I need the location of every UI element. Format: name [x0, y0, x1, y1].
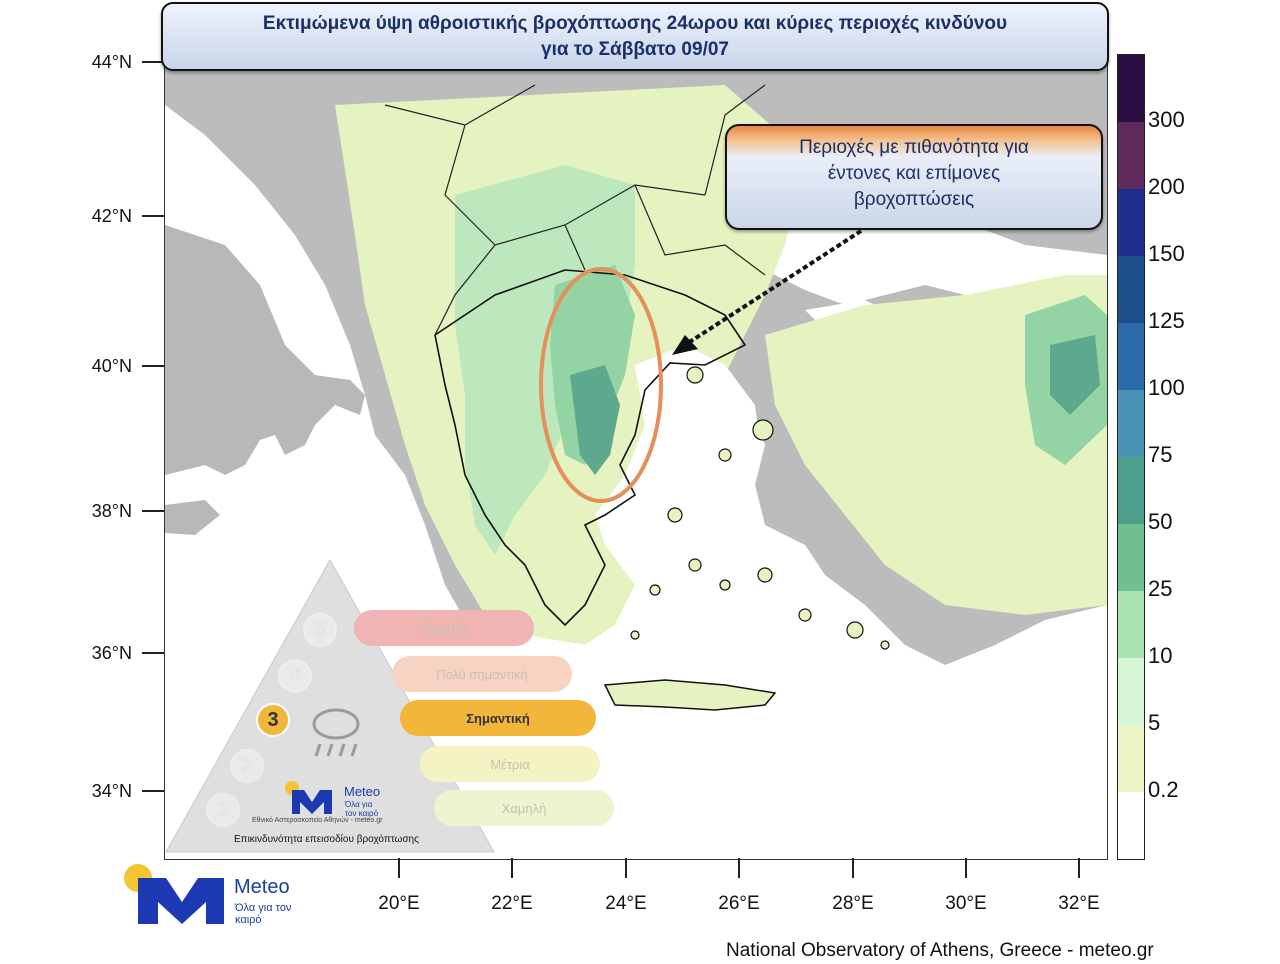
meteo-logo-text: Meteo — [234, 876, 290, 898]
danger-level-1-circle: 1 — [206, 793, 240, 827]
land-sicily — [165, 500, 220, 535]
pyramid-caption: Επικινδυνότητα επεισοδίου βροχόπτωσης — [234, 834, 419, 845]
colorbar-segment — [1118, 792, 1144, 859]
colorbar-label: 0.2 — [1148, 777, 1179, 802]
risk-area-ellipse — [539, 267, 663, 503]
lat-label-34: 34°N — [91, 781, 132, 801]
colorbar-label: 5 — [1148, 710, 1161, 735]
lon-label-30: 30°E — [945, 893, 987, 914]
colorbar-label: 150 — [1148, 241, 1185, 266]
colorbar — [1117, 54, 1145, 860]
colorbar-label: 100 — [1148, 375, 1185, 400]
danger-level-5-circle: 5 — [303, 613, 337, 647]
danger-level-5-pill: Ακραία — [354, 610, 534, 646]
title-line-1: Εκτιμώμενα ύψη αθροιστικής βροχόπτωσης 2… — [262, 13, 1008, 34]
colorbar-segment — [1118, 122, 1144, 189]
lat-label-44: 44°N — [91, 52, 132, 72]
aegean-sea — [585, 345, 845, 695]
lon-label-22: 22°E — [491, 893, 533, 914]
colorbar-segment — [1118, 524, 1144, 591]
colorbar-segment — [1118, 323, 1144, 390]
lat-label-42: 42°N — [91, 206, 132, 226]
rain-zone-50mm — [570, 365, 620, 475]
danger-level-1-pill: Χαμηλή — [434, 790, 614, 826]
rain-zone-light-east — [765, 275, 1107, 615]
colorbar-segment — [1118, 55, 1144, 122]
colorbar-label: 10 — [1148, 643, 1173, 668]
pyramid-logo-text: Meteo — [344, 784, 381, 799]
pyramid-logo-sub: Εθνικό Αστεροσκοπείο Αθηνών - meteo.gr — [252, 817, 383, 824]
colorbar-segment — [1118, 725, 1144, 792]
pyramid-logo-slogan: Όλα για τον καιρό — [345, 800, 379, 818]
meteo-logo — [124, 864, 224, 924]
colorbar-segment — [1118, 658, 1144, 725]
lon-label-28: 28°E — [832, 893, 874, 914]
danger-level-4-circle: 4 — [278, 659, 312, 693]
lon-label-26: 26°E — [718, 893, 760, 914]
colorbar-label: 75 — [1148, 442, 1173, 467]
meteo-logo-slogan: Όλα για τον καιρό — [235, 902, 292, 926]
rain-zone-25mm — [550, 265, 635, 465]
country-borders — [384, 84, 766, 336]
danger-pyramid: Ακραία 5 Πολύ σημαντική 4 Σημαντική 3 Μέτρια 2 Χ… — [164, 560, 614, 860]
lon-label-20: 20°E — [378, 893, 420, 914]
meteo-mini-logo — [285, 781, 332, 814]
callout-arrow-line — [683, 229, 863, 347]
colorbar-segment — [1118, 457, 1144, 524]
danger-level-2-pill: Μέτρια — [420, 746, 600, 782]
risk-callout: Περιοχές με πιθανότητα για έντονες και ε… — [725, 124, 1103, 230]
danger-level-3-circle: 3 — [256, 703, 290, 737]
lat-label-36: 36°N — [91, 643, 132, 663]
lat-label-38: 38°N — [91, 501, 132, 521]
credit-text: National Observatory of Athens, Greece -… — [726, 940, 1154, 961]
colorbar-label: 125 — [1148, 308, 1185, 333]
rain-zone-10mm — [455, 165, 635, 555]
land-italy — [165, 225, 365, 475]
greece-coastline — [434, 269, 747, 627]
danger-level-3-pill: Σημαντική — [400, 700, 596, 736]
danger-level-4-pill: Πολύ σημαντική — [392, 656, 572, 692]
aegean-islands — [630, 366, 890, 650]
island-crete — [603, 679, 777, 711]
colorbar-segment — [1118, 256, 1144, 323]
callout-arrow-head — [672, 335, 698, 355]
rain-cloud-icon — [312, 708, 360, 757]
colorbar-segment — [1118, 591, 1144, 658]
map-title: Εκτιμώμενα ύψη αθροιστικής βροχόπτωσης 2… — [161, 2, 1109, 71]
lat-label-40: 40°N — [91, 356, 132, 376]
colorbar-label: 25 — [1148, 576, 1173, 601]
colorbar-label: 300 — [1148, 107, 1185, 132]
colorbar-segment — [1118, 189, 1144, 256]
lon-label-24: 24°E — [605, 893, 647, 914]
callout-line-3: βροχοπτώσεις — [853, 189, 975, 210]
callout-line-2: έντονες και επίμονες — [827, 163, 1001, 184]
rain-zone-east-50mm — [1050, 335, 1100, 415]
title-line-2: για το Σάββατο 09/07 — [541, 39, 729, 60]
danger-level-2-circle: 2 — [230, 749, 264, 783]
colorbar-label: 200 — [1148, 174, 1185, 199]
lon-label-32: 32°E — [1058, 893, 1100, 914]
colorbar-segment — [1118, 390, 1144, 457]
callout-line-1: Περιοχές με πιθανότητα για — [799, 137, 1029, 158]
colorbar-label: 50 — [1148, 509, 1173, 534]
